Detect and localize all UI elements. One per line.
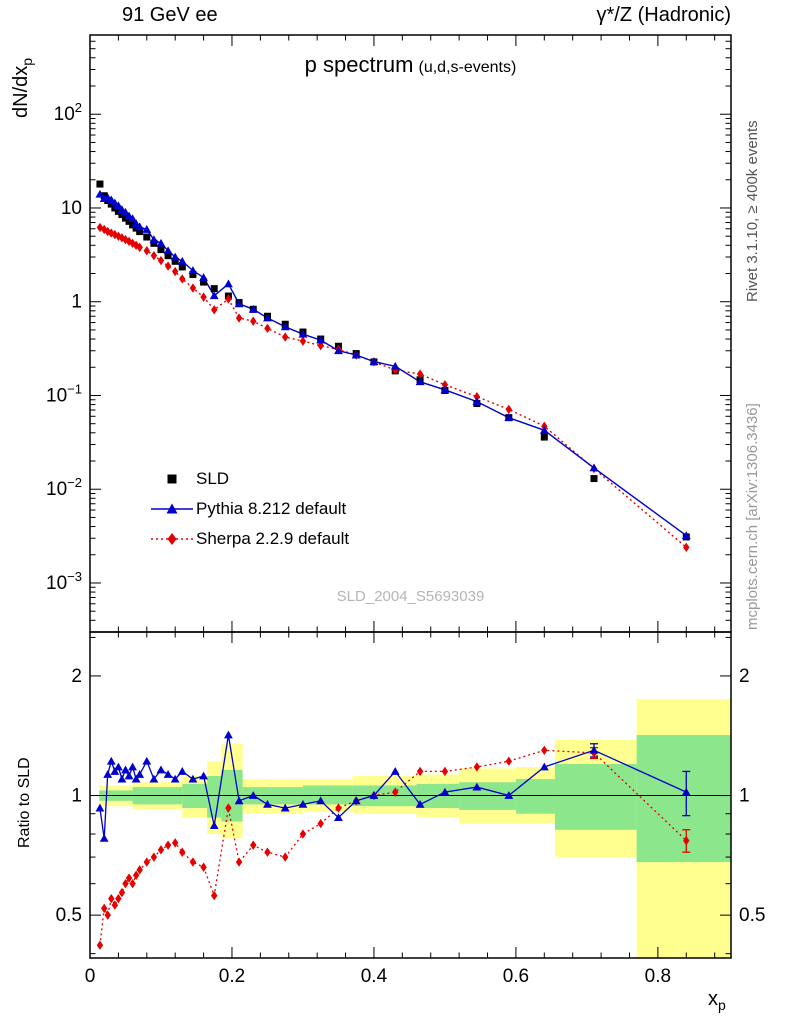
analysis-watermark: SLD_2004_S5693039 — [336, 588, 485, 605]
svg-text:0.6: 0.6 — [503, 966, 529, 987]
plot-subtitle: (u,d,s-events) — [418, 59, 517, 76]
plot-title-row: p spectrum (u,d,s-events) — [90, 52, 731, 78]
plot-title: p spectrum — [304, 52, 414, 77]
legend-item-sherpa: Sherpa 2.2.9 default — [148, 524, 349, 554]
x-axis-label-main: x — [708, 988, 718, 1010]
svg-text:0.8: 0.8 — [645, 966, 671, 987]
svg-text:1: 1 — [71, 292, 82, 313]
svg-text:10−1: 10−1 — [46, 381, 82, 406]
svg-text:0.5: 0.5 — [739, 905, 765, 926]
svg-text:1: 1 — [71, 786, 82, 807]
mcplots-arxiv-label: mcplots.cern.ch [arXiv:1306.3436] — [744, 403, 761, 630]
y-axis-label-main: dN/dx — [10, 65, 32, 118]
sld-marker-swatch — [148, 471, 196, 487]
legend: SLD Pythia 8.212 default Sherpa 2.2.9 de… — [148, 464, 349, 554]
y-axis-label-sub: p — [19, 57, 35, 66]
legend-label-pythia: Pythia 8.212 default — [196, 499, 347, 518]
ratio-axis-label: Ratio to SLD — [16, 757, 33, 848]
svg-text:10: 10 — [61, 198, 82, 219]
svg-text:1: 1 — [739, 786, 750, 807]
svg-text:0.5: 0.5 — [56, 905, 82, 926]
header-beam-energy: 91 GeV ee — [122, 4, 218, 26]
legend-item-pythia: Pythia 8.212 default — [148, 494, 349, 524]
legend-item-sld: SLD — [148, 464, 349, 494]
svg-text:10−3: 10−3 — [46, 569, 82, 594]
svg-text:10−2: 10−2 — [46, 475, 82, 500]
svg-text:0: 0 — [85, 966, 96, 987]
x-axis-label-sub: p — [718, 997, 726, 1013]
y-axis-label: dN/dxp — [10, 58, 35, 118]
x-axis-label: xp — [708, 988, 726, 1013]
svg-text:102: 102 — [54, 100, 82, 125]
header-process: γ*/Z (Hadronic) — [596, 4, 731, 26]
svg-text:0.2: 0.2 — [219, 966, 245, 987]
svg-text:2: 2 — [71, 666, 82, 687]
legend-label-sherpa: Sherpa 2.2.9 default — [196, 529, 350, 548]
svg-text:2: 2 — [739, 666, 750, 687]
svg-text:0.4: 0.4 — [361, 966, 388, 987]
pythia-marker-swatch — [148, 501, 196, 517]
rivet-version-label: Rivet 3.1.10, ≥ 400k events — [744, 120, 761, 302]
legend-label-sld: SLD — [196, 469, 230, 488]
sherpa-marker-swatch — [148, 531, 196, 547]
